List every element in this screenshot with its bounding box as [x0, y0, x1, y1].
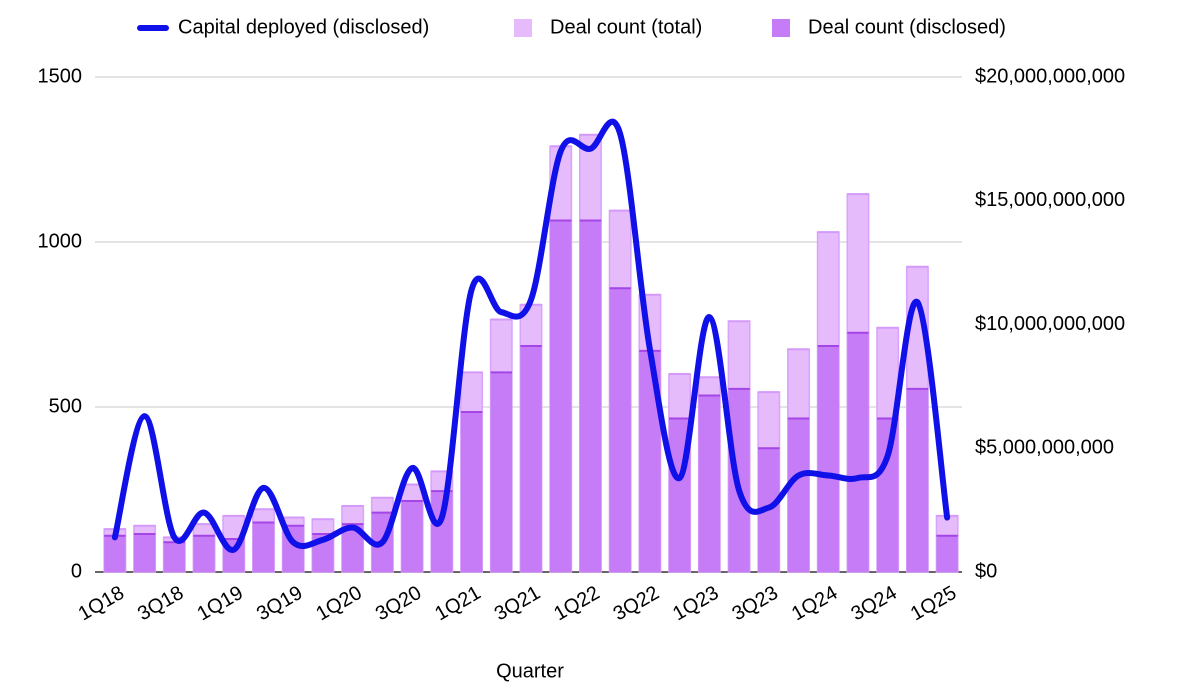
bar [609, 288, 631, 572]
x-tick-label: 3Q19 [253, 582, 306, 626]
bar [133, 534, 156, 572]
bar [847, 332, 869, 572]
x-axis-label: Quarter [496, 660, 564, 682]
bar [936, 535, 958, 572]
bar [876, 418, 899, 572]
bar [579, 220, 602, 573]
bar [252, 522, 275, 572]
bar [431, 491, 453, 572]
y-tick-label: 1000 [38, 230, 83, 252]
x-tick-label: 3Q23 [729, 582, 782, 626]
bar [490, 372, 512, 572]
y2-tick-label: $0 [975, 560, 997, 582]
x-tick-label: 1Q24 [788, 582, 841, 626]
legend-swatch [514, 19, 532, 37]
legend-label: Deal count (disclosed) [808, 16, 1006, 38]
bar [193, 535, 215, 572]
x-tick-label: 3Q22 [610, 582, 663, 626]
y2-tick-label: $5,000,000,000 [975, 437, 1114, 459]
x-tick-label: 1Q23 [669, 582, 722, 626]
y-tick-label: 500 [49, 395, 82, 417]
x-tick-label: 1Q19 [194, 582, 247, 626]
legend-label: Deal count (total) [550, 16, 702, 38]
bar [698, 395, 721, 572]
bar [460, 411, 483, 572]
x-tick-label: 1Q25 [907, 582, 960, 626]
y2-tick-label: $15,000,000,000 [975, 189, 1125, 211]
x-tick-label: 1Q18 [75, 582, 128, 626]
y-tick-label: 0 [71, 560, 82, 582]
bar [341, 524, 364, 572]
bar [520, 345, 542, 572]
x-tick-label: 1Q22 [550, 582, 603, 626]
x-tick-label: 3Q24 [847, 582, 900, 626]
y2-tick-label: $20,000,000,000 [975, 65, 1125, 87]
bar [906, 388, 929, 572]
bar [550, 220, 572, 573]
x-tick-label: 3Q21 [491, 582, 544, 626]
bar [163, 542, 186, 572]
bar [401, 501, 423, 572]
line [111, 118, 951, 553]
x-tick-label: 3Q20 [372, 582, 425, 626]
x-tick-label: 1Q20 [312, 582, 365, 626]
x-tick-label: 1Q21 [431, 582, 484, 626]
bar [817, 345, 839, 572]
bar [787, 418, 810, 572]
legend-label: Capital deployed (disclosed) [178, 16, 429, 38]
y2-tick-label: $10,000,000,000 [975, 313, 1125, 335]
x-tick-label: 3Q18 [134, 582, 187, 626]
bar [639, 350, 661, 572]
legend-swatch [772, 19, 790, 37]
y-tick-label: 1500 [38, 65, 83, 87]
bar [104, 535, 126, 572]
